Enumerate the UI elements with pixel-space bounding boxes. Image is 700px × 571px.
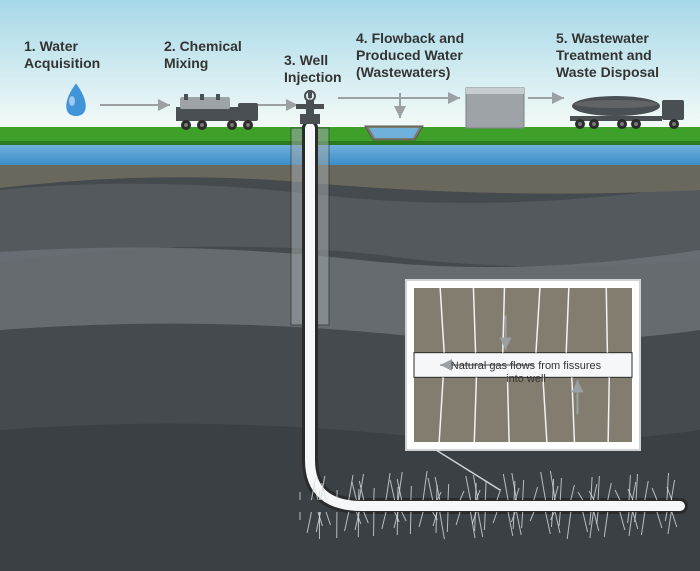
step-label-1: 1. Water Acquisition bbox=[24, 38, 144, 72]
grass-shade bbox=[0, 141, 700, 145]
step-label-4: 4. Flowback andProduced Water(Wastewater… bbox=[356, 30, 516, 80]
settling-pond-icon bbox=[365, 126, 423, 140]
storage-tank-icon bbox=[466, 88, 524, 128]
diagram-svg bbox=[0, 0, 700, 571]
step-label-5: 5. WastewaterTreatment andWaste Disposal bbox=[556, 30, 696, 80]
aquifer-layer bbox=[0, 145, 700, 165]
inset-label: Natural gas flows from fissuresinto well bbox=[436, 360, 616, 386]
step-label-2: 2. ChemicalMixing bbox=[164, 38, 274, 72]
